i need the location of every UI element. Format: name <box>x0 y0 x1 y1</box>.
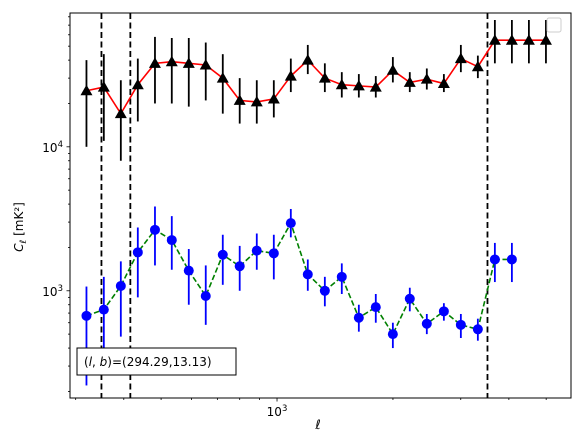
data-point <box>98 304 109 315</box>
data-point <box>335 78 348 90</box>
data-point <box>353 312 364 323</box>
data-point <box>505 34 518 45</box>
series-line <box>86 221 512 336</box>
data-point <box>267 92 280 104</box>
y-axis-label: Cℓ [mK²] <box>12 202 29 252</box>
data-point <box>131 78 144 90</box>
data-point <box>455 319 466 330</box>
data-point <box>284 70 297 81</box>
data-point <box>522 34 535 45</box>
data-point <box>80 84 93 96</box>
data-point <box>233 94 246 105</box>
data-point <box>115 280 126 291</box>
data-point <box>420 73 433 84</box>
data-point <box>285 218 296 229</box>
series-line <box>86 39 546 116</box>
plot-clip-group <box>80 13 552 398</box>
y-tick-label: 104 <box>42 140 63 155</box>
data-point <box>454 52 467 64</box>
data-point <box>199 59 212 70</box>
data-point <box>318 72 331 83</box>
annotation-text: (l, b)=(294.29,13.13) <box>84 355 212 369</box>
annotation-box: (l, b)=(294.29,13.13) <box>76 347 237 376</box>
data-point <box>471 60 484 72</box>
data-point <box>234 261 245 272</box>
data-point <box>148 57 161 68</box>
plot-frame <box>69 12 572 399</box>
data-point <box>182 57 195 68</box>
legend-box <box>546 17 562 33</box>
data-point <box>302 269 313 280</box>
data-point <box>81 310 92 321</box>
data-point <box>437 77 450 89</box>
data-point <box>114 107 127 119</box>
data-point <box>506 254 517 265</box>
data-point <box>370 302 381 313</box>
data-point <box>132 247 143 258</box>
plot-area <box>80 13 552 398</box>
data-point <box>268 248 279 259</box>
data-point <box>472 324 483 335</box>
data-point <box>386 64 399 75</box>
data-point <box>539 34 552 45</box>
data-point <box>250 95 263 107</box>
data-point <box>421 318 432 329</box>
data-point <box>352 79 365 91</box>
data-point <box>165 55 178 67</box>
data-point <box>369 81 382 92</box>
y-tick-label: 103 <box>42 284 63 299</box>
data-point <box>403 76 416 87</box>
data-point <box>438 306 449 317</box>
data-point <box>216 72 229 83</box>
data-point <box>404 293 415 304</box>
data-point <box>217 249 228 260</box>
data-point <box>336 271 347 282</box>
data-point <box>183 265 194 276</box>
data-point <box>319 285 330 296</box>
data-point <box>251 245 262 256</box>
axes: 103 103 104 <box>42 12 572 419</box>
data-point <box>387 329 398 340</box>
data-point <box>97 81 110 92</box>
data-point <box>166 235 177 246</box>
data-point <box>301 54 314 65</box>
x-tick-label: 103 <box>267 404 288 419</box>
data-point <box>200 290 211 301</box>
x-axis-label: ℓ <box>314 418 320 433</box>
data-point <box>489 254 500 265</box>
data-point <box>488 34 501 45</box>
data-point <box>149 224 160 235</box>
